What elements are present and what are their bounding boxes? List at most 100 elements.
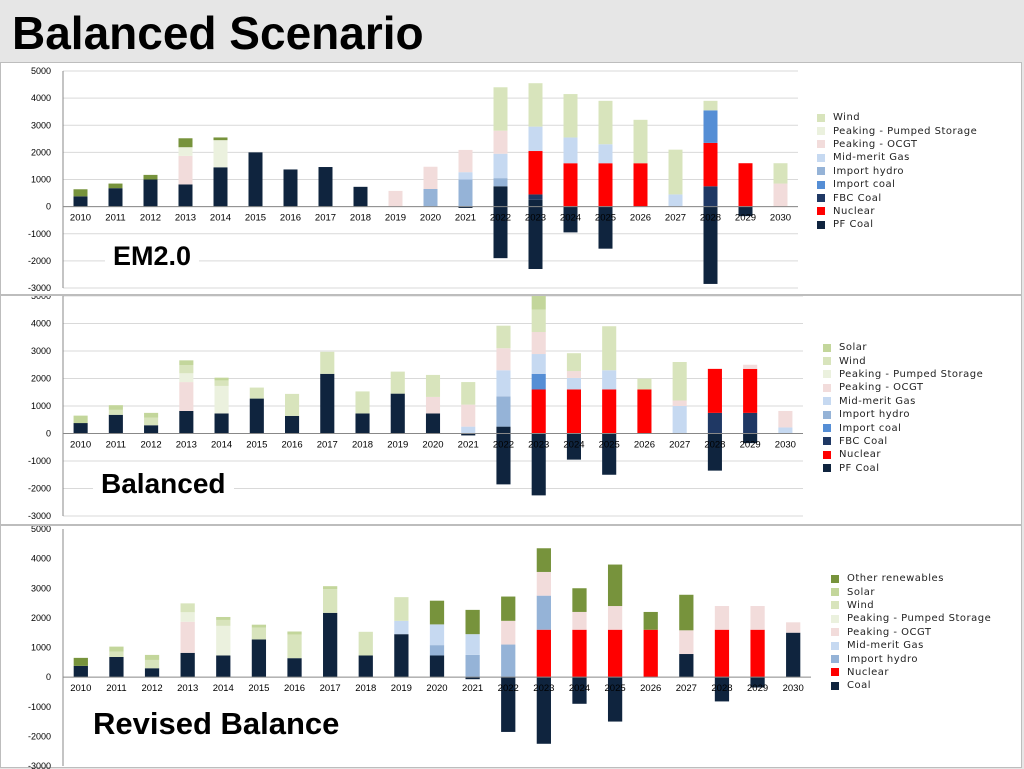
bar-other-renewables-2021 [465, 609, 480, 635]
bar-pf-coal-2025 [598, 206, 613, 249]
scenario-label: Balanced [93, 468, 234, 500]
legend-swatch [817, 207, 825, 216]
bar-solar-2011 [108, 405, 123, 410]
bar-solar-2014 [214, 377, 229, 381]
bar-peaking-ocgt-2030 [778, 410, 793, 428]
bar-coal-2016 [287, 658, 302, 678]
bar-peaking-pumped-storage-2013 [179, 373, 194, 383]
legend-item-import-coal: Import coal [817, 178, 977, 191]
legend-label: Peaking - Pumped Storage [833, 125, 978, 137]
x-tick-label: 2023 [528, 440, 549, 451]
y-tick-label: 2000 [31, 613, 51, 623]
bar-wind-2016 [287, 634, 302, 659]
slide-title: Balanced Scenario [12, 7, 424, 59]
y-tick-label: 0 [46, 429, 51, 439]
legend-swatch [831, 628, 839, 637]
bar-peaking-ocgt-2023 [536, 571, 551, 596]
bar-pf-coal-2010 [73, 196, 88, 207]
bar-import-hydro-2020 [423, 188, 438, 207]
bar-nuclear-2029 [743, 368, 758, 413]
bar-pf-coal-2017 [318, 167, 333, 207]
y-tick-label: 5000 [31, 296, 51, 301]
legend-item-wind: Wind [831, 599, 991, 612]
x-tick-label: 2011 [105, 213, 125, 224]
x-tick-label: 2012 [140, 213, 161, 224]
legend-swatch [823, 383, 831, 392]
bar-peaking-ocgt-2029 [750, 606, 765, 630]
bar-coal-2014 [216, 655, 231, 678]
legend-item-import-hydro: Import hydro [817, 165, 977, 178]
bar-wind-2027 [668, 149, 683, 195]
legend-label: Wind [839, 355, 867, 367]
legend-label: Import hydro [833, 165, 904, 177]
bar-pf-coal-2022 [496, 426, 511, 434]
bar-nuclear-2028 [714, 629, 730, 678]
bar-peaking-ocgt-2021 [461, 404, 476, 427]
bar-coal-2017 [323, 612, 338, 678]
legend-swatch [817, 153, 825, 162]
legend-swatch [817, 194, 825, 203]
bar-wind-2024 [563, 94, 578, 138]
bar-nuclear-2024 [566, 389, 581, 434]
x-tick-label: 2018 [350, 213, 371, 224]
legend-item-import-hydro: Import hydro [831, 652, 991, 665]
bar-other-renewables-2026 [643, 611, 658, 630]
bar-nuclear-2025 [598, 163, 613, 207]
bar-mid-merit-gas-2027 [672, 406, 687, 434]
x-tick-label: 2015 [246, 440, 267, 451]
legend-label: Wind [847, 599, 875, 611]
bar-nuclear-2029 [750, 629, 765, 678]
y-tick-label: 4000 [31, 93, 51, 103]
bar-pf-coal-2029 [738, 206, 753, 217]
x-tick-label: 2028 [711, 683, 732, 694]
bar-wind-2017 [323, 589, 338, 613]
x-tick-label: 2030 [783, 683, 804, 694]
bar-peaking-ocgt-2020 [425, 396, 441, 414]
x-tick-label: 2030 [775, 440, 796, 451]
bar-wind-2018 [355, 391, 370, 414]
legend-item-peaking-pumped-storage: Peaking - Pumped Storage [817, 124, 977, 137]
bar-coal-2025 [607, 677, 623, 722]
bar-mid-merit-gas-2024 [566, 377, 581, 390]
chart-legend: Other renewables Solar Wind Peaking - Pumpe… [831, 572, 991, 693]
bar-other-renewables-2010 [73, 657, 88, 666]
bar-other-renewables-2022 [501, 596, 516, 621]
legend-label: Mid-merit Gas [839, 395, 916, 407]
y-tick-label: 2000 [31, 147, 51, 157]
legend-label: Import hydro [847, 653, 918, 665]
x-tick-label: 2025 [599, 440, 620, 451]
legend-swatch [823, 397, 831, 406]
bar-peaking-ocgt-2030 [773, 183, 788, 207]
bar-coal-2019 [394, 634, 409, 678]
x-tick-label: 2029 [747, 683, 768, 694]
x-tick-label: 2018 [352, 440, 373, 451]
bar-nuclear-2023 [528, 151, 543, 195]
bar-pf-coal-2024 [563, 206, 578, 233]
bar-other-renewables-2020 [429, 600, 445, 625]
x-tick-label: 2019 [391, 683, 412, 694]
bar-wind-2018 [358, 631, 373, 656]
legend-swatch [823, 424, 831, 433]
legend-swatch [823, 343, 831, 352]
legend-label: Wind [833, 112, 861, 124]
legend-item-fbc-coal: FBC Coal [823, 435, 983, 448]
x-tick-label: 2027 [676, 683, 697, 694]
y-tick-label: -3000 [28, 511, 51, 521]
legend-item-wind: Wind [817, 111, 977, 124]
bar-pf-coal-2012 [143, 179, 158, 207]
bar-import-hydro-2022 [496, 396, 511, 427]
bar-pf-coal-2022 [493, 206, 508, 259]
bar-peaking-ocgt-2019 [388, 190, 403, 207]
scenario-label: EM2.0 [105, 241, 200, 272]
bar-import-hydro-2022 [501, 644, 516, 678]
legend-label: Peaking - OCGT [847, 626, 932, 638]
x-tick-label: 2010 [70, 683, 91, 694]
bar-other-renewables-2010 [73, 189, 88, 197]
legend-item-mid-merit-gas: Mid-merit Gas [831, 639, 991, 652]
bar-pf-coal-2016 [285, 415, 300, 434]
bar-wind-2013 [180, 603, 195, 613]
x-tick-label: 2018 [355, 683, 376, 694]
y-tick-label: 3000 [31, 346, 51, 356]
legend-label: PF Coal [833, 219, 874, 231]
legend-item-import-coal: Import coal [823, 421, 983, 434]
